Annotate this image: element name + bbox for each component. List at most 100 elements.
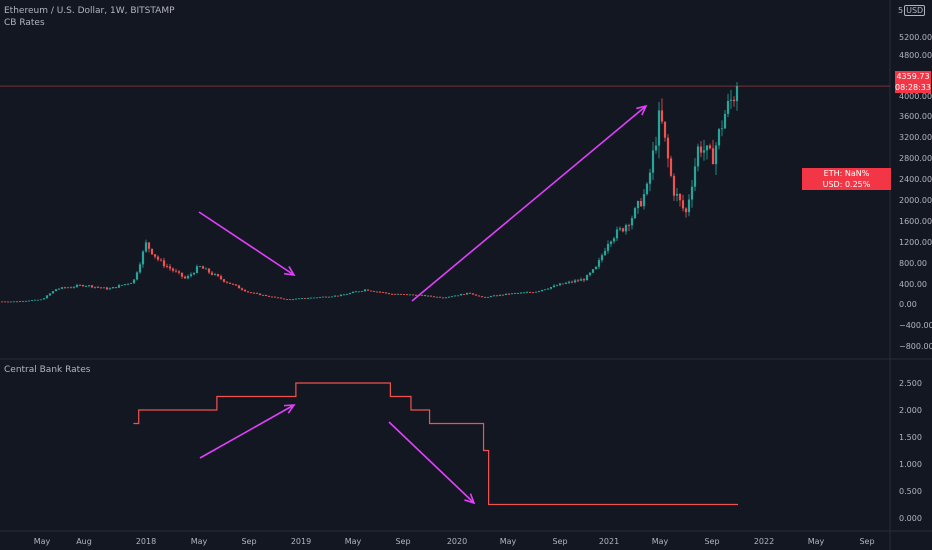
candle-body [525,292,529,293]
candle-body [660,110,664,122]
time-tick-label: May [808,537,825,546]
candle-body [495,295,499,297]
candle-body [681,200,685,209]
candle-body [213,274,217,275]
candle-body [708,145,712,149]
candle-body [516,293,520,294]
candle-body [3,301,7,303]
candle-body [240,288,244,290]
candle-body [135,272,139,280]
candle-body [486,296,490,298]
annotation-arrow-head [636,104,648,116]
candle-body [594,266,598,270]
candle-body [672,175,676,196]
candle-body [228,282,232,284]
candle-body [435,296,439,298]
price-tick-label: 1600.00 [899,217,932,226]
candle-body [555,285,559,287]
candle-body [360,291,364,292]
candle-body [543,289,547,291]
candle-body [225,281,229,283]
candle-body [483,296,487,298]
candle-body [45,295,49,299]
candle-body [27,300,31,302]
candle-body [126,283,130,285]
candle-body [18,301,22,302]
candle-body [366,289,370,291]
candle-body [69,287,73,289]
candle-body [156,256,160,260]
candles-layer [0,82,739,303]
candle-body [96,286,100,288]
candle-body [273,296,277,298]
indicator-legend[interactable]: CB Rates [4,18,45,28]
time-tick-label: 2019 [291,537,311,546]
candle-body [606,244,610,251]
candle-body [168,266,172,269]
currency-label[interactable]: 5 USD [898,5,926,16]
candle-body [450,296,454,298]
candle-body [363,289,367,292]
candle-body [615,229,619,239]
candle-body [453,295,457,297]
candle-body [393,294,397,295]
candle-body [267,295,271,297]
candle-body [429,295,433,297]
price-tick-label: −800.00 [899,342,932,351]
candle-body [498,294,502,296]
candle-body [336,295,340,297]
candle-body [537,291,541,292]
price-tick-label: 2000.00 [899,196,932,205]
candle-body [492,295,496,297]
candle-body [12,301,16,303]
candle-body [444,297,448,299]
candle-body [201,266,205,269]
candle-body [618,228,622,230]
candle-body [732,99,736,102]
candle-body [297,298,301,300]
price-tick-label: −400.00 [899,321,932,330]
candle-body [678,193,682,201]
time-tick-label: May [500,537,517,546]
candle-body [561,283,565,285]
candle-body [81,285,85,287]
candle-body [459,294,463,296]
symbol-legend[interactable]: Ethereum / U.S. Dollar, 1W, BITSTAMP [4,6,175,16]
candle-body [99,287,103,289]
candle-body [285,299,289,300]
candle-body [540,289,544,292]
candle-body [378,291,382,293]
time-tick-label: May [652,537,669,546]
candle-body [627,225,631,226]
candle-body [288,299,292,301]
time-tick-label: Sep [241,537,256,546]
candle-body [192,272,196,275]
candle-body [531,292,535,294]
lower-pane-title[interactable]: Central Bank Rates [4,365,91,375]
candle-body [318,297,322,298]
candle-body [468,292,472,294]
candle-body [381,292,385,293]
candle-body [690,186,694,200]
candle-body [699,146,703,153]
candle-body [93,286,97,288]
price-tick-label: 5200.00 [899,33,932,42]
candle-body [147,242,151,249]
candle-body [162,260,166,267]
candle-body [405,294,409,296]
candle-body [591,269,595,273]
annotation-arrow-head [283,404,296,414]
candle-body [54,289,58,292]
candle-body [324,296,328,298]
candle-body [432,296,436,298]
candle-body [48,293,52,296]
candle-body [114,287,118,288]
candle-body [36,299,40,301]
candle-body [702,150,706,153]
candle-body [624,225,628,232]
price-tick-label: 0.00 [899,300,917,309]
candle-body [291,299,295,301]
candle-body [237,285,241,289]
candle-body [321,296,325,298]
